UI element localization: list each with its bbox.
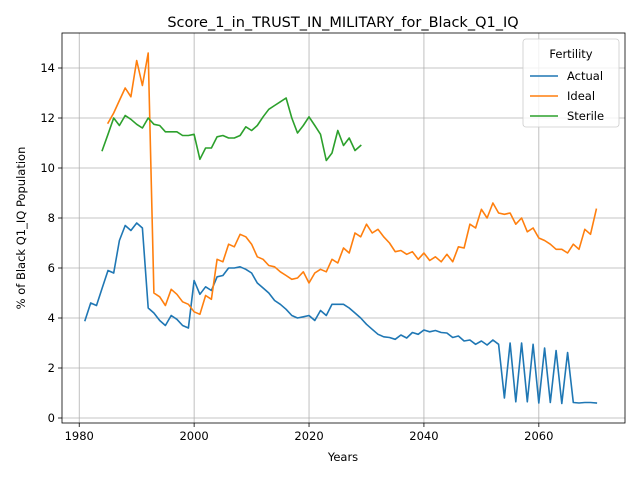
- y-tick-label: 12: [40, 111, 55, 125]
- legend-label-sterile: Sterile: [567, 109, 604, 123]
- x-axis-ticks: 1980 2000 2020 2040 2060: [65, 423, 553, 443]
- legend-label-actual: Actual: [567, 69, 603, 83]
- x-tick-label: 2040: [409, 429, 438, 443]
- x-axis-label: Years: [327, 450, 358, 464]
- x-tick-label: 2020: [294, 429, 323, 443]
- series-line-ideal: [106, 52, 598, 316]
- plot-frame: [61, 32, 626, 424]
- series-line-actual: [83, 222, 598, 405]
- y-tick-label: 4: [48, 311, 55, 325]
- y-tick-label: 2: [48, 361, 55, 375]
- y-tick-label: 6: [48, 261, 55, 275]
- y-axis-ticks: 0 2 4 6 8 10 12 14: [40, 61, 62, 425]
- y-tick-label: 10: [40, 161, 55, 175]
- legend-box: [522, 38, 620, 128]
- y-tick-label: 0: [48, 411, 55, 425]
- legend-title: Fertility: [549, 47, 592, 61]
- series-lines: [83, 52, 598, 405]
- series-line-sterile: [101, 97, 362, 162]
- y-tick-label: 14: [40, 61, 55, 75]
- y-axis-label: % of Black Q1_IQ Population: [14, 147, 28, 310]
- legend: Fertility Actual Ideal Sterile: [522, 38, 620, 128]
- x-tick-label: 2060: [524, 429, 553, 443]
- y-tick-label: 8: [48, 211, 55, 225]
- x-tick-label: 1980: [65, 429, 94, 443]
- chart-title: Score_1_in_TRUST_IN_MILITARY_for_Black_Q…: [167, 15, 518, 31]
- legend-label-ideal: Ideal: [567, 89, 595, 103]
- x-tick-label: 2000: [179, 429, 208, 443]
